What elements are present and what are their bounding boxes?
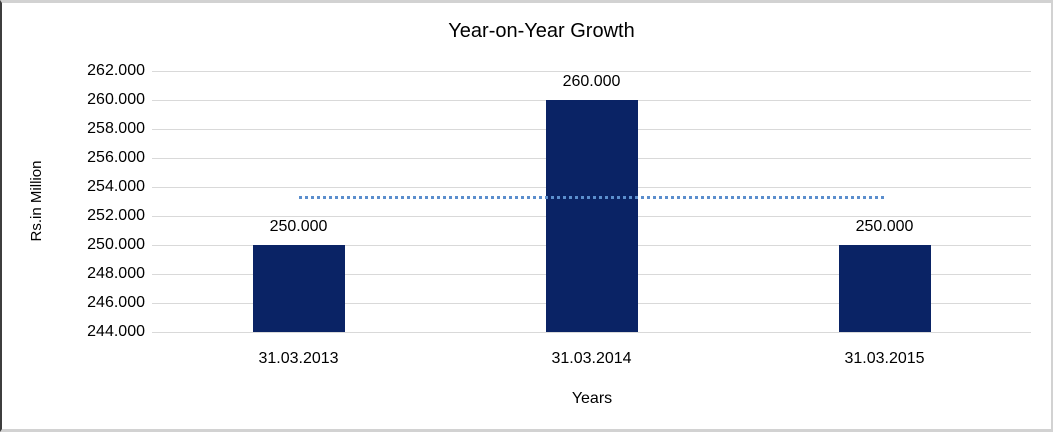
y-axis-tick-label: 246.000 xyxy=(87,294,145,311)
x-axis-tick-label: 31.03.2015 xyxy=(844,350,925,367)
bar-value-label: 250.000 xyxy=(855,218,914,235)
y-axis-tick-label: 260.000 xyxy=(87,91,145,108)
bar-31.03.2015 xyxy=(838,245,931,332)
y-axis-tick-label: 256.000 xyxy=(87,149,145,166)
bar-value-label: 260.000 xyxy=(562,73,621,90)
x-axis-tick-label: 31.03.2013 xyxy=(258,350,339,367)
y-axis-tick-label: 250.000 xyxy=(87,236,145,253)
bar-31.03.2013 xyxy=(252,245,345,332)
x-axis-title: Years xyxy=(571,390,613,407)
y-axis-tick-label: 244.000 xyxy=(87,323,145,340)
plot-area: 250.000 260.000 250.000 xyxy=(152,71,1031,333)
y-axis-tick-label: 254.000 xyxy=(87,178,145,195)
y-axis-tick-label: 248.000 xyxy=(87,265,145,282)
bar-31.03.2014 xyxy=(545,100,638,332)
y-axis-title: Rs.in Million xyxy=(28,160,45,242)
y-axis-tick-label: 252.000 xyxy=(87,207,145,224)
trendline xyxy=(298,195,885,199)
bar-value-label: 250.000 xyxy=(269,218,328,235)
chart-title: Year-on-Year Growth xyxy=(448,20,635,42)
y-axis-tick-label: 262.000 xyxy=(87,62,145,79)
gridline xyxy=(152,332,1031,333)
gridline xyxy=(152,71,1031,72)
y-axis-tick-label: 258.000 xyxy=(87,120,145,137)
x-axis-tick-label: 31.03.2014 xyxy=(551,350,632,367)
